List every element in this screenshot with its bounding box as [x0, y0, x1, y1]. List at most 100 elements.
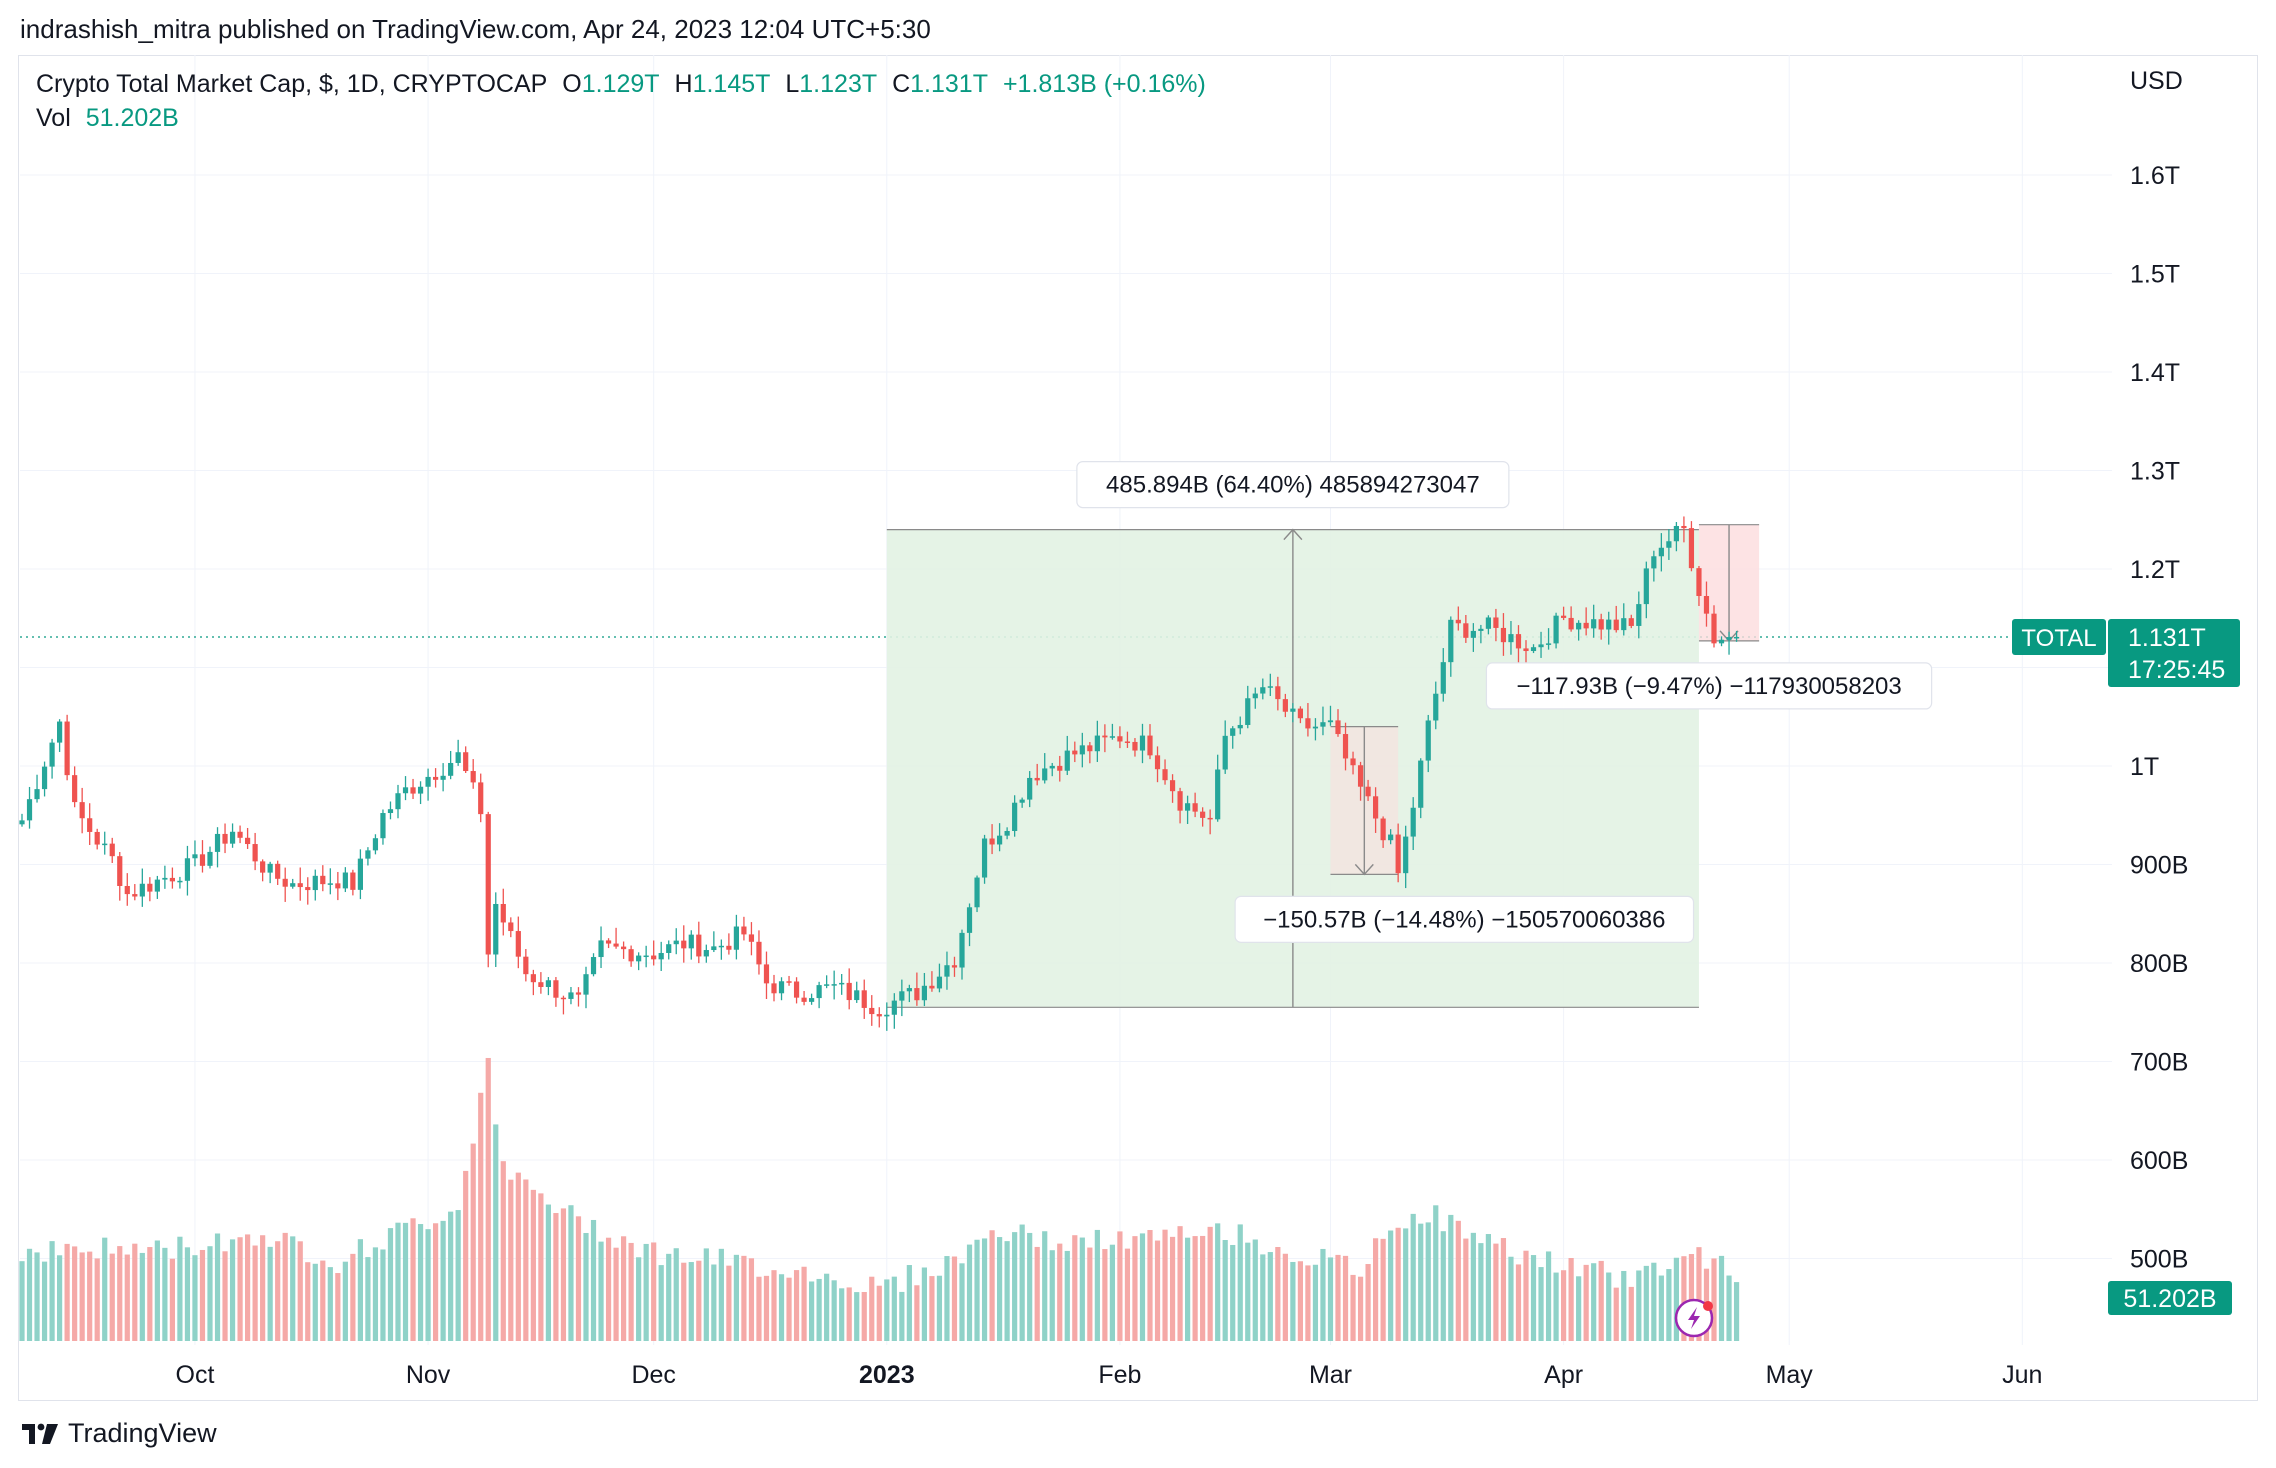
- volume-bar: [666, 1253, 672, 1341]
- candle-body: [1643, 568, 1649, 605]
- volume-bar: [1185, 1237, 1191, 1341]
- volume-bar: [1267, 1252, 1273, 1341]
- volume-bar: [929, 1276, 935, 1341]
- volume-bar: [102, 1237, 108, 1341]
- volume-bar: [1117, 1231, 1123, 1341]
- y-tick-label: 1.5T: [2130, 261, 2180, 289]
- volume-bar: [1561, 1270, 1567, 1341]
- y-tick-label: 1.4T: [2130, 359, 2180, 387]
- candle-body: [1433, 693, 1439, 721]
- candle-body: [320, 875, 326, 885]
- candle-body: [1425, 720, 1431, 761]
- chart-frame: [18, 55, 2258, 1401]
- low-label: L: [785, 70, 800, 98]
- volume-bar: [1613, 1287, 1619, 1341]
- candle-body: [568, 992, 574, 999]
- candle-body: [440, 775, 446, 780]
- volume-bar: [192, 1255, 198, 1341]
- volume-bar: [523, 1179, 529, 1341]
- volume-bar: [1357, 1276, 1364, 1341]
- candle-body: [899, 991, 905, 1001]
- candle-body: [237, 831, 243, 838]
- candle-body: [1455, 619, 1461, 624]
- volume-bar: [598, 1241, 604, 1341]
- candle-body: [327, 883, 333, 885]
- symbol-title[interactable]: Crypto Total Market Cap, $, 1D, CRYPTOCA…: [36, 70, 548, 98]
- candle-body: [1357, 765, 1364, 787]
- candle-body: [696, 934, 702, 957]
- volume-bar: [1606, 1272, 1612, 1341]
- volume-bar: [1320, 1248, 1326, 1341]
- volume-bar: [380, 1249, 386, 1341]
- candles: [19, 516, 1740, 1031]
- candle-body: [139, 883, 145, 897]
- volume-bar: [1042, 1231, 1048, 1341]
- candle-body: [545, 980, 551, 987]
- candle-body: [222, 833, 228, 844]
- volume-bar: [245, 1234, 251, 1341]
- footer-brand[interactable]: TradingView: [68, 1418, 217, 1448]
- candle-body: [1094, 735, 1100, 752]
- candle-body: [1350, 758, 1356, 766]
- volume-bar: [621, 1236, 627, 1341]
- measure-label-box: [1234, 895, 1695, 943]
- measure-label: 485.894B (64.40%) 485894273047: [1106, 472, 1480, 499]
- volume-bar: [1718, 1255, 1725, 1341]
- volume-bar: [974, 1239, 980, 1341]
- candle-body: [1027, 777, 1033, 800]
- candle-body: [846, 982, 852, 1001]
- vol-label[interactable]: Vol: [36, 104, 71, 132]
- candle-body: [312, 875, 318, 891]
- volume-bar: [402, 1222, 409, 1341]
- volume-bar: [425, 1229, 431, 1341]
- volume-bar: [921, 1267, 927, 1341]
- volume-bar: [372, 1247, 379, 1341]
- volume-bar: [154, 1240, 160, 1341]
- volume-bar: [966, 1244, 973, 1341]
- candle-body: [793, 981, 800, 998]
- low-value: 1.123T: [799, 70, 878, 98]
- candle-body: [470, 771, 476, 783]
- candle-body: [1515, 634, 1522, 649]
- volume-bar: [861, 1291, 867, 1341]
- y-tick-label: 900B: [2130, 852, 2188, 880]
- volume-bar: [305, 1262, 311, 1341]
- candle-body: [199, 854, 206, 866]
- close-label: C: [892, 70, 911, 98]
- volume-bar: [290, 1236, 296, 1341]
- candle-body: [839, 982, 845, 985]
- volume-bar: [214, 1233, 221, 1341]
- volume-bar: [1312, 1264, 1319, 1341]
- volume-bar: [748, 1258, 755, 1341]
- candle-body: [1418, 760, 1424, 808]
- candle-body: [455, 752, 461, 763]
- volume-bar: [1079, 1237, 1085, 1341]
- candle-body: [1064, 750, 1070, 771]
- volume-bar: [688, 1262, 694, 1341]
- volume-bar: [1463, 1238, 1469, 1341]
- candle-body: [1523, 648, 1529, 652]
- volume-bar: [1418, 1223, 1424, 1341]
- candle-body: [1275, 686, 1281, 700]
- countdown-label: 17:25:45: [2128, 656, 2225, 684]
- volume-bar: [1448, 1214, 1454, 1341]
- volume-bar: [959, 1263, 965, 1341]
- volume-bar: [628, 1242, 634, 1341]
- volume-bar: [1192, 1236, 1198, 1341]
- candle-body: [1215, 769, 1221, 820]
- volume-bar: [252, 1245, 258, 1341]
- tradingview-logo-icon[interactable]: [20, 1421, 60, 1447]
- candle-body: [1290, 708, 1296, 712]
- candle-body: [94, 831, 100, 845]
- volume-bar: [673, 1248, 679, 1341]
- candle-body: [673, 940, 679, 945]
- vol-value: 51.202B: [85, 104, 179, 132]
- candle-body: [688, 934, 694, 949]
- volume-bar: [1064, 1250, 1070, 1341]
- candle-body: [854, 990, 860, 1001]
- volume-bar: [41, 1261, 48, 1341]
- volume-bar: [1395, 1227, 1401, 1341]
- y-tick-label: 500B: [2130, 1246, 2188, 1274]
- candle-body: [1733, 636, 1740, 639]
